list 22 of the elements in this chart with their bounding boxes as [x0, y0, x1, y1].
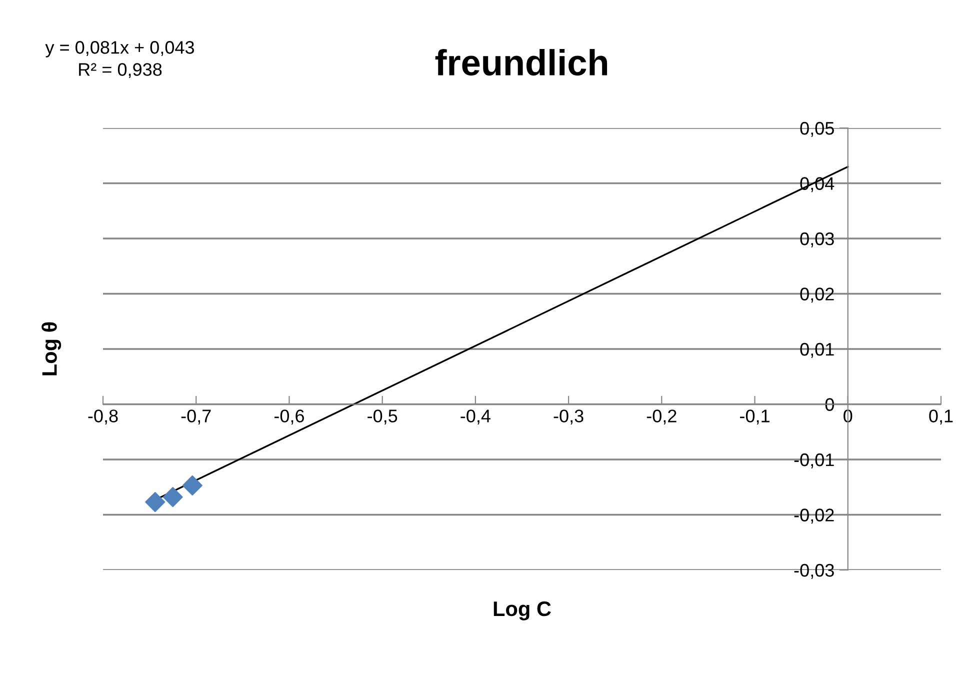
x-tick-label: -0,8: [88, 410, 118, 425]
x-tick-label: -0,1: [740, 410, 770, 425]
x-tick-label: 0: [844, 410, 852, 422]
chart-title: freundlich: [435, 49, 608, 76]
y-axis-title: Log θ: [42, 322, 62, 376]
x-tick-label: -0,5: [368, 410, 398, 425]
y-tick-label: 0,01: [800, 342, 834, 358]
x-tick-label: -0,3: [554, 410, 584, 425]
y-tick-label: -0,02: [794, 508, 834, 524]
y-tick-label: 0,03: [800, 232, 834, 248]
y-tick-label: 0,05: [800, 122, 834, 137]
y-tick-label: 0,02: [800, 288, 834, 303]
text: y = 0,081x + 0,043 R² = 0,938: [45, 41, 194, 78]
y-tick-label: -0,01: [794, 453, 834, 468]
y-tick-label: -0,03: [794, 564, 834, 579]
x-tick-label: -0,4: [460, 410, 490, 425]
x-axis-title: Log C: [494, 601, 551, 620]
y-tick-label: 0: [825, 398, 834, 411]
x-tick-label: -0,2: [646, 410, 676, 425]
x-tick-label: -0,7: [181, 410, 211, 425]
x-tick-label: -0,6: [274, 410, 304, 425]
x-tick-label: 0,1: [929, 410, 953, 425]
